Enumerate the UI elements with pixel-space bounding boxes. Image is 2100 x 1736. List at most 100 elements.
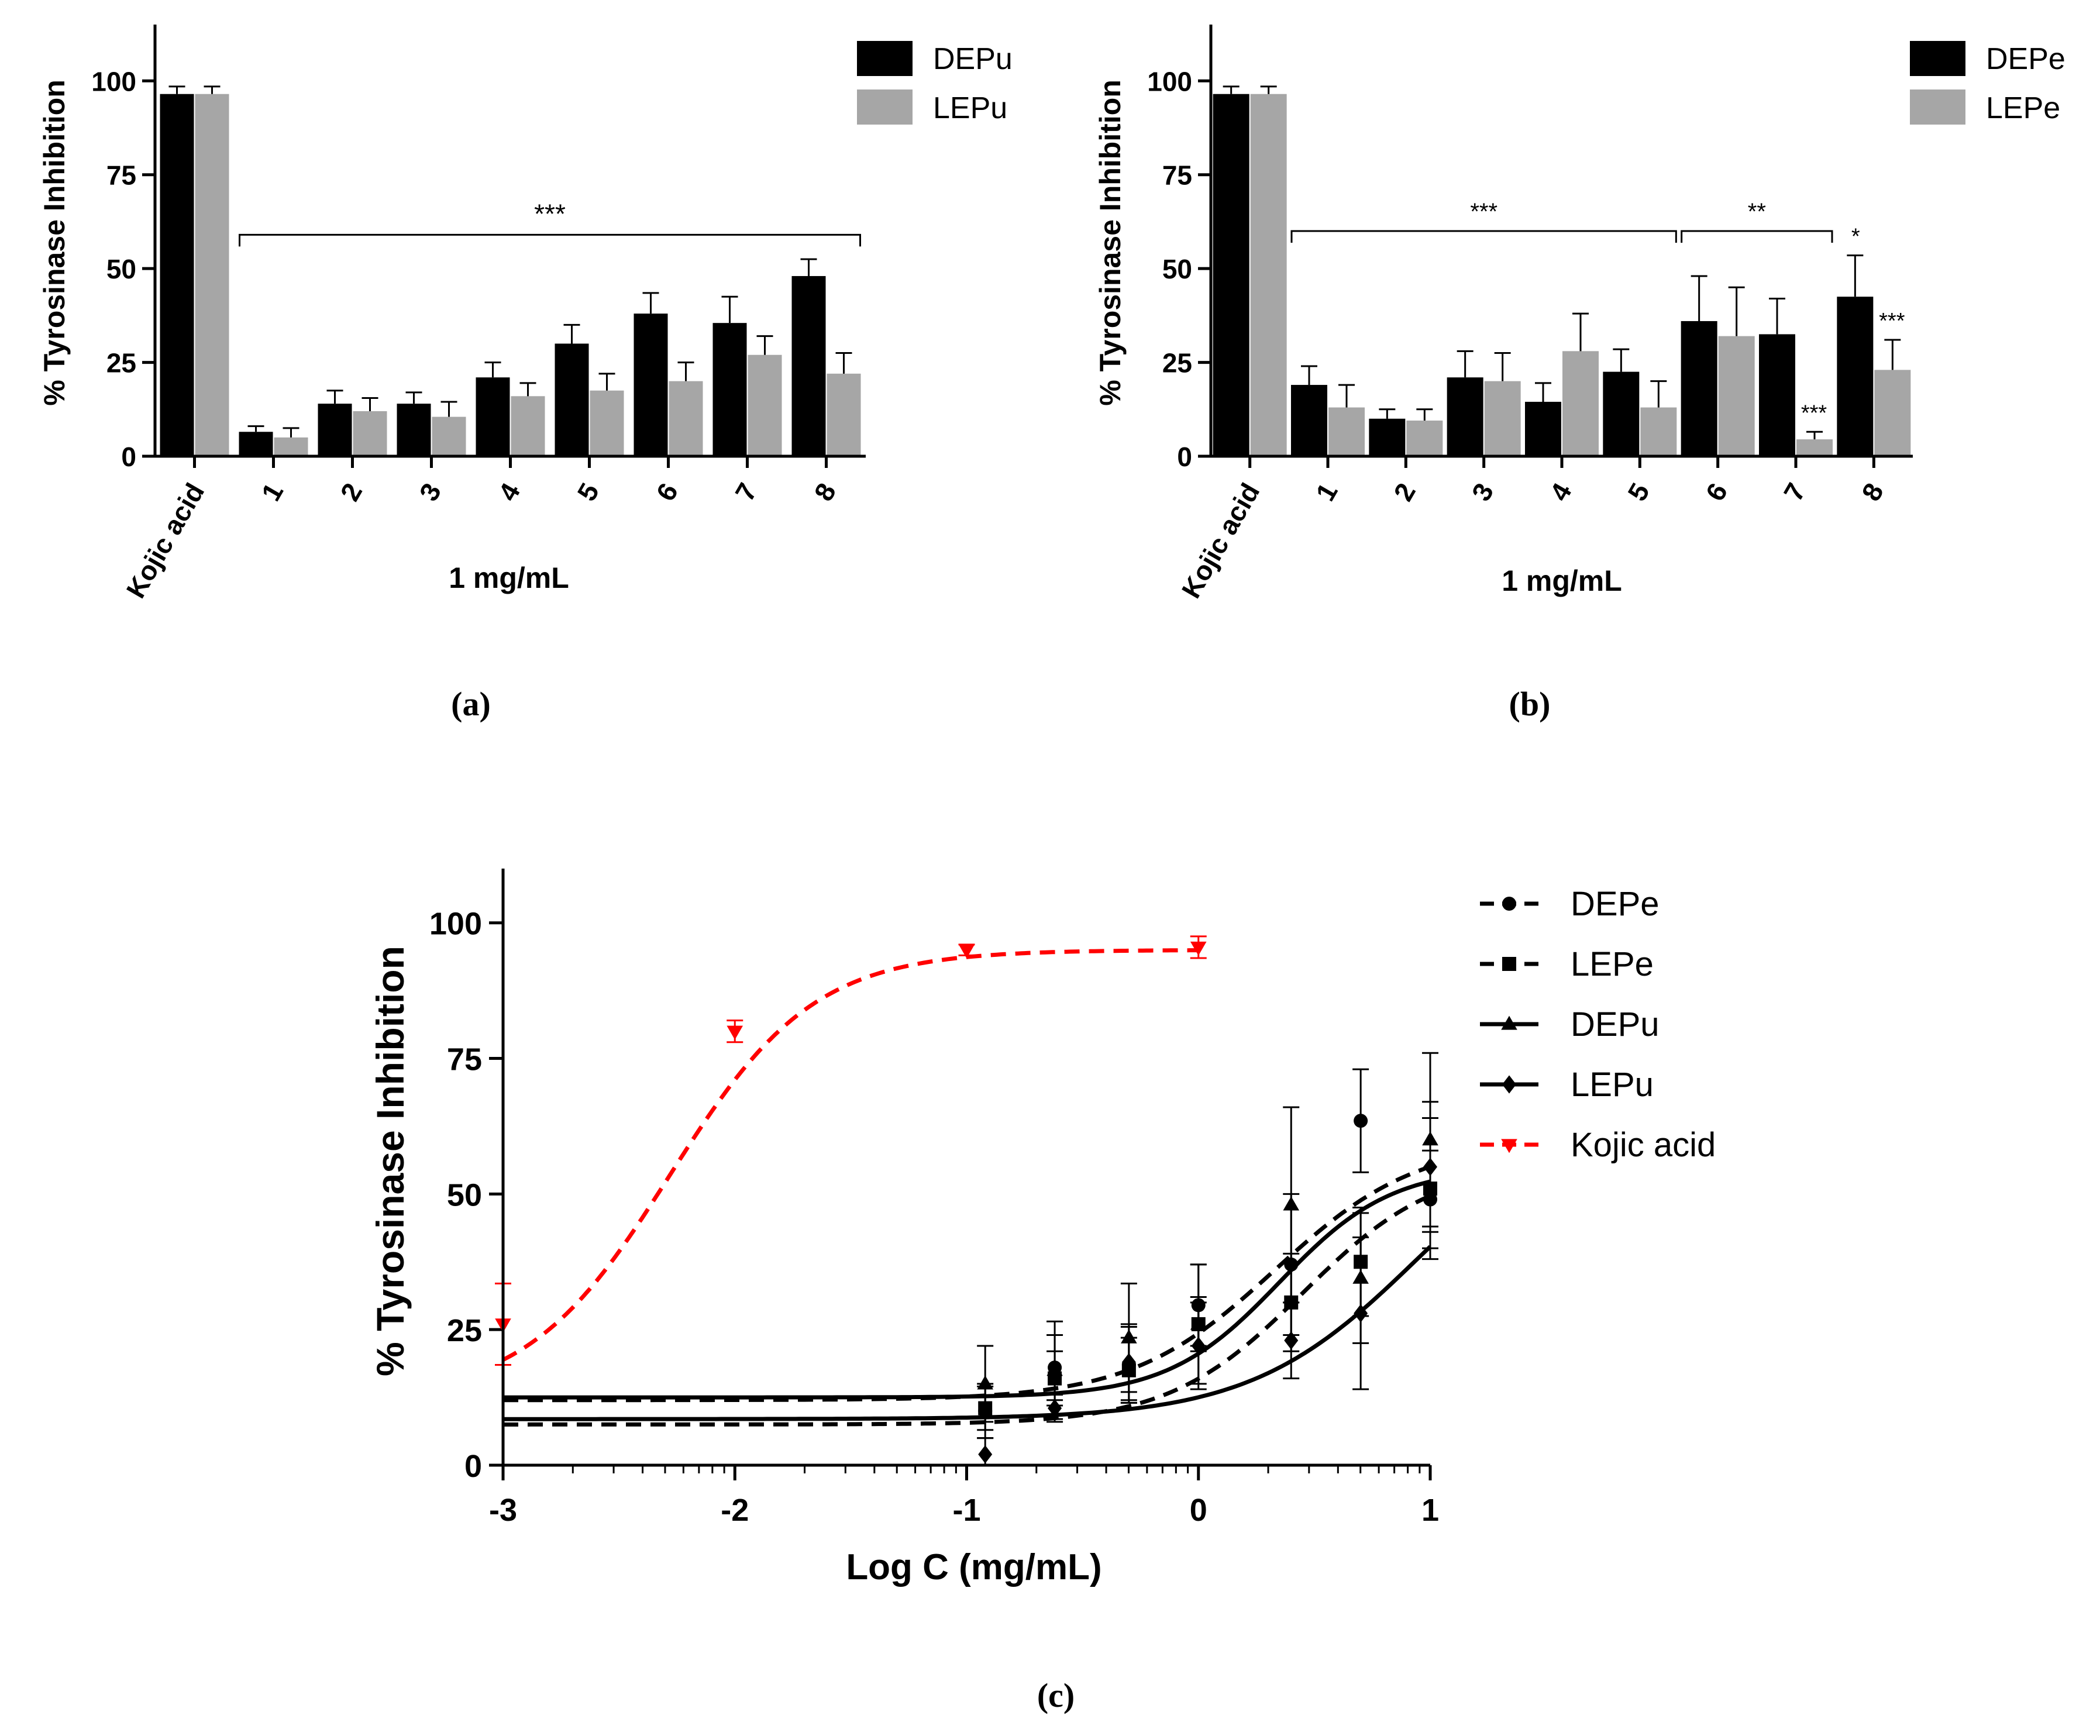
significance-label: *** [1470,199,1497,225]
error-bar-depe-5 [1613,348,1630,372]
bar-lepe-kojic-acid [1250,94,1287,456]
x-tick-label-8: 8 [1855,478,1889,506]
y-tick-label: 75 [447,1042,482,1077]
error-bar-depu-4 [484,361,501,378]
x-tick-label-kojic-acid: Kojic acid [1176,478,1266,603]
y-tick-label: 100 [1147,66,1192,97]
point-lepu [1354,1304,1368,1322]
legend-label-depu: DEPu [1571,1005,1660,1043]
legend-swatch-depe [1910,41,1965,76]
point-depu [1422,1131,1438,1146]
panel-b-caption: (b) [1509,685,1551,723]
x-tick-label: -3 [489,1493,517,1528]
point-kojic-acid [727,1025,743,1040]
x-tick-label: 0 [1190,1493,1207,1528]
bar-depu-4 [476,377,510,456]
point-depe [1423,1192,1437,1207]
error-bar-depu-7 [721,295,738,323]
significance-label: *** [1879,309,1905,333]
error-bar-depu-1 [247,425,264,432]
panel-c-dose-response: % Tyrosinase Inhibition 0 25 50 75 100 -3 -2 -1… [369,869,1716,1714]
error-bar-lepe-2 [1416,408,1433,421]
point-depe [1284,1257,1299,1272]
bar-depu-5 [555,343,589,456]
error-bar-depu-3 [405,391,422,404]
error-bar-depe-3 [1457,350,1474,378]
fit-curve-depu [503,1179,1431,1400]
point-lepe [1423,1182,1437,1196]
significance-bracket [1290,230,1677,243]
bar-lepe-4 [1562,351,1599,456]
x-tick-label-5: 5 [1622,478,1655,506]
significance-label: *** [1801,401,1827,425]
y-tick-label: 75 [1162,160,1192,191]
panel-c-axes [501,869,1430,1467]
error-bar-depe-4 [1535,382,1551,402]
bar-depe-kojic-acid [1213,94,1249,456]
y-tick-label: 25 [1162,348,1192,378]
bar-depu-2 [318,404,352,456]
bar-lepe-5 [1640,407,1677,456]
bar-depu-1 [239,432,273,456]
point-lepu [1284,1331,1299,1350]
y-tick-label: 100 [429,907,482,942]
x-tick-label: 1 [1421,1493,1439,1528]
bar-lepu-6 [669,381,703,456]
x-tick-label-8: 8 [808,478,842,506]
error-bar-lepu-3 [440,401,457,417]
error-bar-depe-6 [1691,275,1707,321]
bar-depe-8 [1837,297,1874,456]
bar-depe-4 [1525,401,1561,456]
panel-c-caption: (c) [1037,1676,1075,1714]
panel-a-caption: (a) [451,685,491,723]
panel-b-ylabel: % Tyrosinase Inhibition [1094,80,1127,405]
bar-depe-3 [1447,377,1483,456]
error-bar-depu-8 [800,258,817,276]
bar-depe-2 [1369,418,1406,456]
error-bar-depe-kojic-acid [1223,85,1240,94]
x-tick-label-2: 2 [1388,478,1421,506]
bar-lepu-4 [511,396,545,456]
x-tick-label-5: 5 [571,478,605,506]
y-tick-label: 50 [106,254,136,284]
x-tick-label-4: 4 [1544,478,1578,507]
error-bar-lepu-7 [756,335,773,355]
point-depe [1191,1298,1206,1313]
legend-marker-lepu [1502,1075,1516,1094]
y-tick-label: 50 [447,1177,482,1213]
bar-depe-1 [1291,385,1327,456]
significance-bracket [239,233,861,247]
bar-lepe-8 [1874,370,1911,456]
y-tick-label: 75 [106,160,136,191]
bar-depe-6 [1681,321,1717,456]
point-lepu [978,1445,993,1464]
error-bar-lepu-5 [598,373,615,391]
bar-lepe-7 [1796,439,1833,456]
point-depu [1046,1362,1063,1376]
x-tick-label-1: 1 [1310,478,1344,506]
error-bar-lepu-4 [519,382,536,397]
panel-a-axes [153,25,866,458]
x-tick-label-3: 3 [413,478,447,506]
y-tick-label: 100 [91,66,136,97]
error-bar-lepe-kojic-acid [1260,85,1277,94]
legend-label-kojic-acid: Kojic acid [1571,1126,1716,1164]
legend-swatch-lepe [1910,89,1965,125]
bar-depu-6 [634,314,668,456]
bar-lepe-1 [1328,407,1365,456]
x-tick-label: -2 [721,1493,749,1528]
panel-c-xlabel: Log C (mg/mL) [846,1547,1101,1587]
bar-lepe-3 [1484,381,1521,456]
bar-lepu-2 [353,411,387,456]
panel-b-legend: DEPe LEPe [1910,41,2065,125]
x-tick-label-2: 2 [334,478,368,506]
bar-depe-5 [1603,371,1640,456]
panel-a-ylabel: % Tyrosinase Inhibition [38,80,71,405]
bar-lepu-8 [827,373,861,456]
bar-depu-3 [397,404,431,456]
error-bar-depe-7 [1769,297,1785,335]
point-lepu [1191,1337,1206,1355]
y-tick-label: 0 [121,442,136,472]
